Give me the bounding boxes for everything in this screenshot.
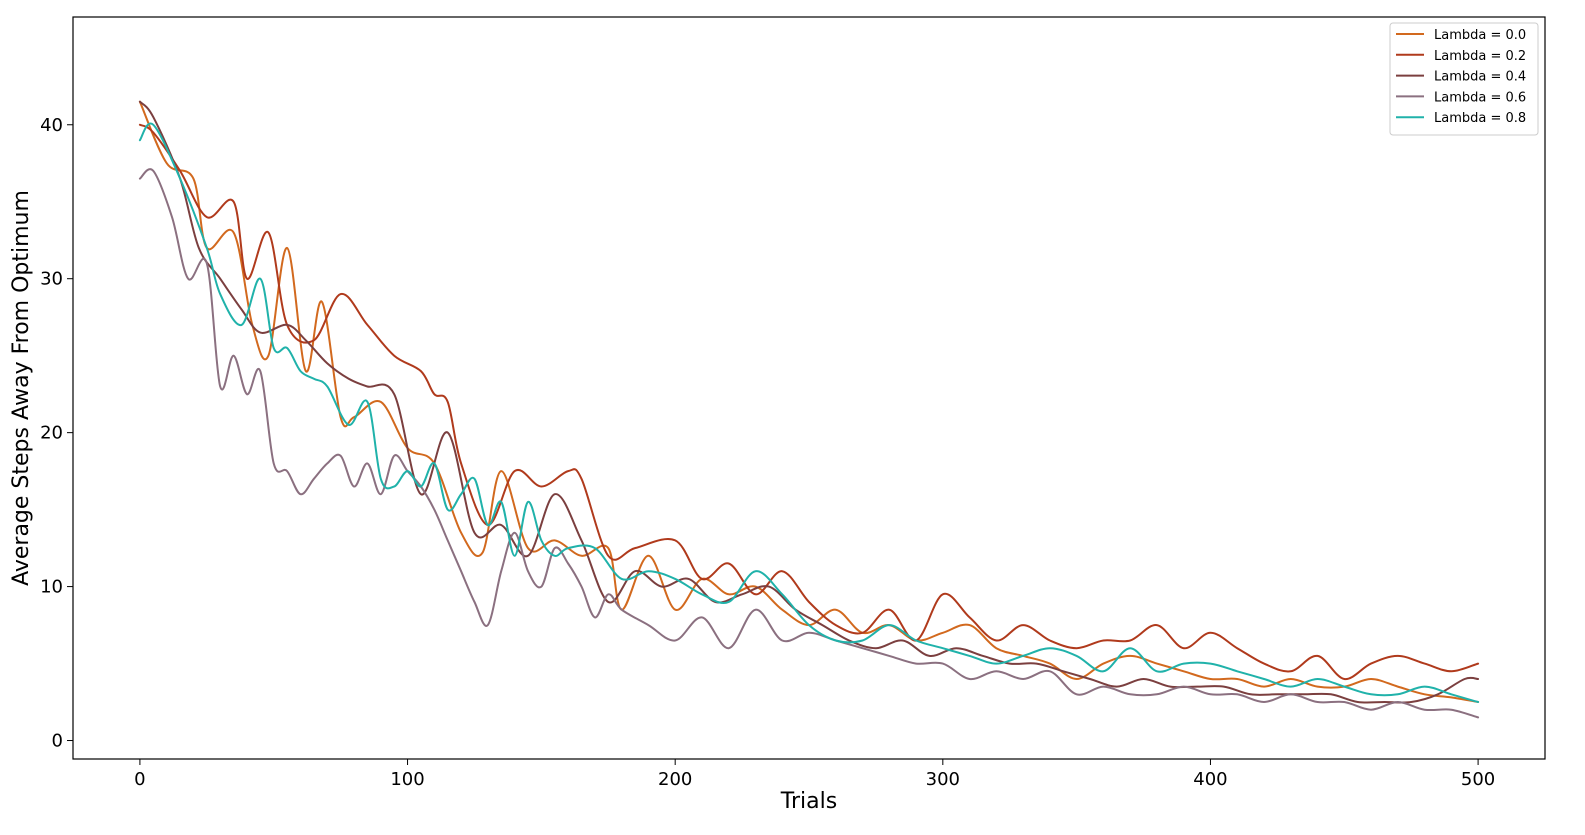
y-axis: 0 10 20 30 40 xyxy=(40,115,73,752)
axes-frame xyxy=(72,16,1546,760)
y-tick-label: 10 xyxy=(40,577,63,598)
legend-label: Lambda = 0.0 xyxy=(1434,28,1526,43)
series-line-4 xyxy=(138,122,1480,703)
y-tick-label: 30 xyxy=(40,269,63,290)
plot-area xyxy=(138,100,1480,719)
y-axis-label: Average Steps Away From Optimum xyxy=(9,190,34,586)
x-tick-label: 300 xyxy=(926,769,960,790)
legend: Lambda = 0.0 Lambda = 0.2 Lambda = 0.4 Lamb… xyxy=(1389,22,1539,136)
x-tick-label: 0 xyxy=(134,769,145,790)
legend-label: Lambda = 0.8 xyxy=(1434,111,1526,126)
y-tick-label: 0 xyxy=(52,731,63,752)
x-tick-label: 500 xyxy=(1461,769,1495,790)
x-tick-label: 100 xyxy=(390,769,424,790)
series-line-1 xyxy=(138,123,1480,681)
y-tick-label: 20 xyxy=(40,423,63,444)
x-axis: 0 100 200 300 400 500 xyxy=(134,759,1495,790)
legend-label: Lambda = 0.6 xyxy=(1434,90,1526,105)
legend-label: Lambda = 0.2 xyxy=(1434,49,1526,64)
x-tick-label: 200 xyxy=(658,769,692,790)
legend-box xyxy=(1389,22,1539,136)
y-tick-label: 40 xyxy=(40,115,63,136)
x-axis-label: Trials xyxy=(780,789,837,814)
series-line-3 xyxy=(138,168,1480,719)
legend-label: Lambda = 0.4 xyxy=(1434,70,1526,85)
series-line-2 xyxy=(138,100,1480,704)
series-line-0 xyxy=(138,100,1480,703)
x-tick-label: 400 xyxy=(1193,769,1227,790)
